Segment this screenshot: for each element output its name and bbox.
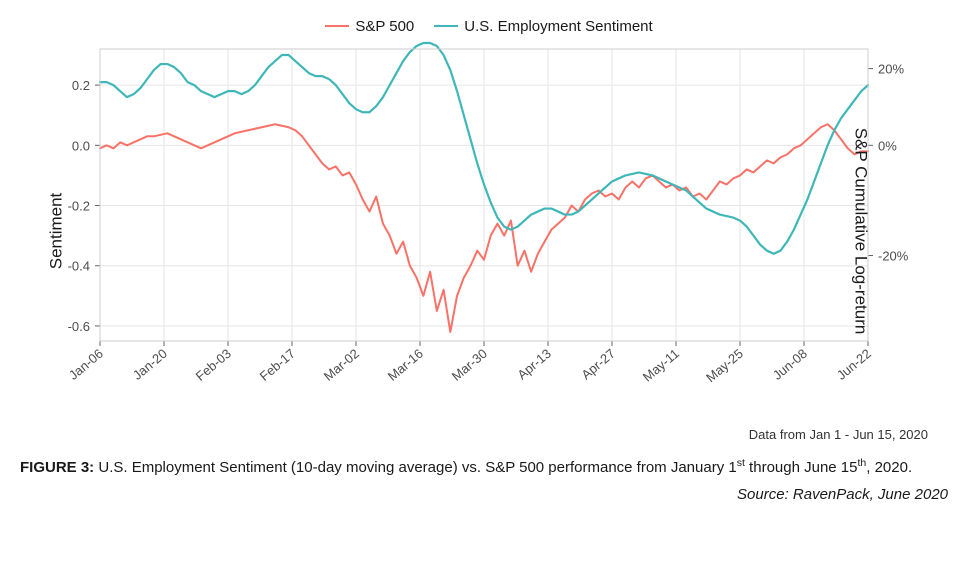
svg-text:0.0: 0.0 xyxy=(72,138,90,153)
svg-text:-20%: -20% xyxy=(878,248,909,263)
svg-text:May-11: May-11 xyxy=(640,345,682,384)
svg-text:-0.2: -0.2 xyxy=(68,198,90,213)
svg-text:Jan-20: Jan-20 xyxy=(130,345,170,382)
svg-text:Jun-08: Jun-08 xyxy=(770,345,810,382)
svg-text:Mar-30: Mar-30 xyxy=(449,345,490,383)
svg-text:Mar-16: Mar-16 xyxy=(385,345,426,383)
svg-text:Feb-03: Feb-03 xyxy=(193,345,234,383)
legend-label: U.S. Employment Sentiment xyxy=(464,18,652,35)
svg-text:Mar-02: Mar-02 xyxy=(321,345,362,383)
svg-text:Jan-06: Jan-06 xyxy=(66,345,106,382)
svg-text:-0.6: -0.6 xyxy=(68,318,90,333)
svg-text:May-25: May-25 xyxy=(703,345,746,384)
figure-caption: FIGURE 3: U.S. Employment Sentiment (10-… xyxy=(20,456,958,478)
svg-text:-0.4: -0.4 xyxy=(68,258,90,273)
legend-swatch xyxy=(325,25,349,27)
legend-label: S&P 500 xyxy=(355,18,414,35)
y-right-label: S&P Cumulative Log-return xyxy=(851,127,871,334)
svg-text:20%: 20% xyxy=(878,61,904,76)
svg-text:Apr-13: Apr-13 xyxy=(514,345,554,382)
line-chart: -0.6 -0.4 -0.2 0.0 0.2 -20% 0% 20% Jan-06 Jan-20 F… xyxy=(20,41,958,421)
legend-item: U.S. Employment Sentiment xyxy=(434,18,652,35)
svg-text:0%: 0% xyxy=(878,138,897,153)
legend-swatch xyxy=(434,25,458,27)
source-attribution: Source: RavenPack, June 2020 xyxy=(20,486,958,503)
caption-text: U.S. Employment Sentiment (10-day moving… xyxy=(98,459,912,476)
svg-text:Apr-27: Apr-27 xyxy=(578,345,618,382)
legend: S&P 500 U.S. Employment Sentiment xyxy=(20,14,958,35)
data-range-note: Data from Jan 1 - Jun 15, 2020 xyxy=(20,427,958,442)
y-left-label: Sentiment xyxy=(46,192,66,269)
figure-container: S&P 500 U.S. Employment Sentiment Sentime… xyxy=(0,0,978,562)
figure-label: FIGURE 3: xyxy=(20,459,94,476)
svg-text:Feb-17: Feb-17 xyxy=(257,345,298,383)
chart-area: Sentiment -0.6 -0.4 -0.2 0.0 0.2 -20% 0% 20% Jan… xyxy=(20,41,958,421)
svg-text:Jun-22: Jun-22 xyxy=(834,345,874,382)
legend-item: S&P 500 xyxy=(325,18,414,35)
svg-text:0.2: 0.2 xyxy=(72,78,90,93)
